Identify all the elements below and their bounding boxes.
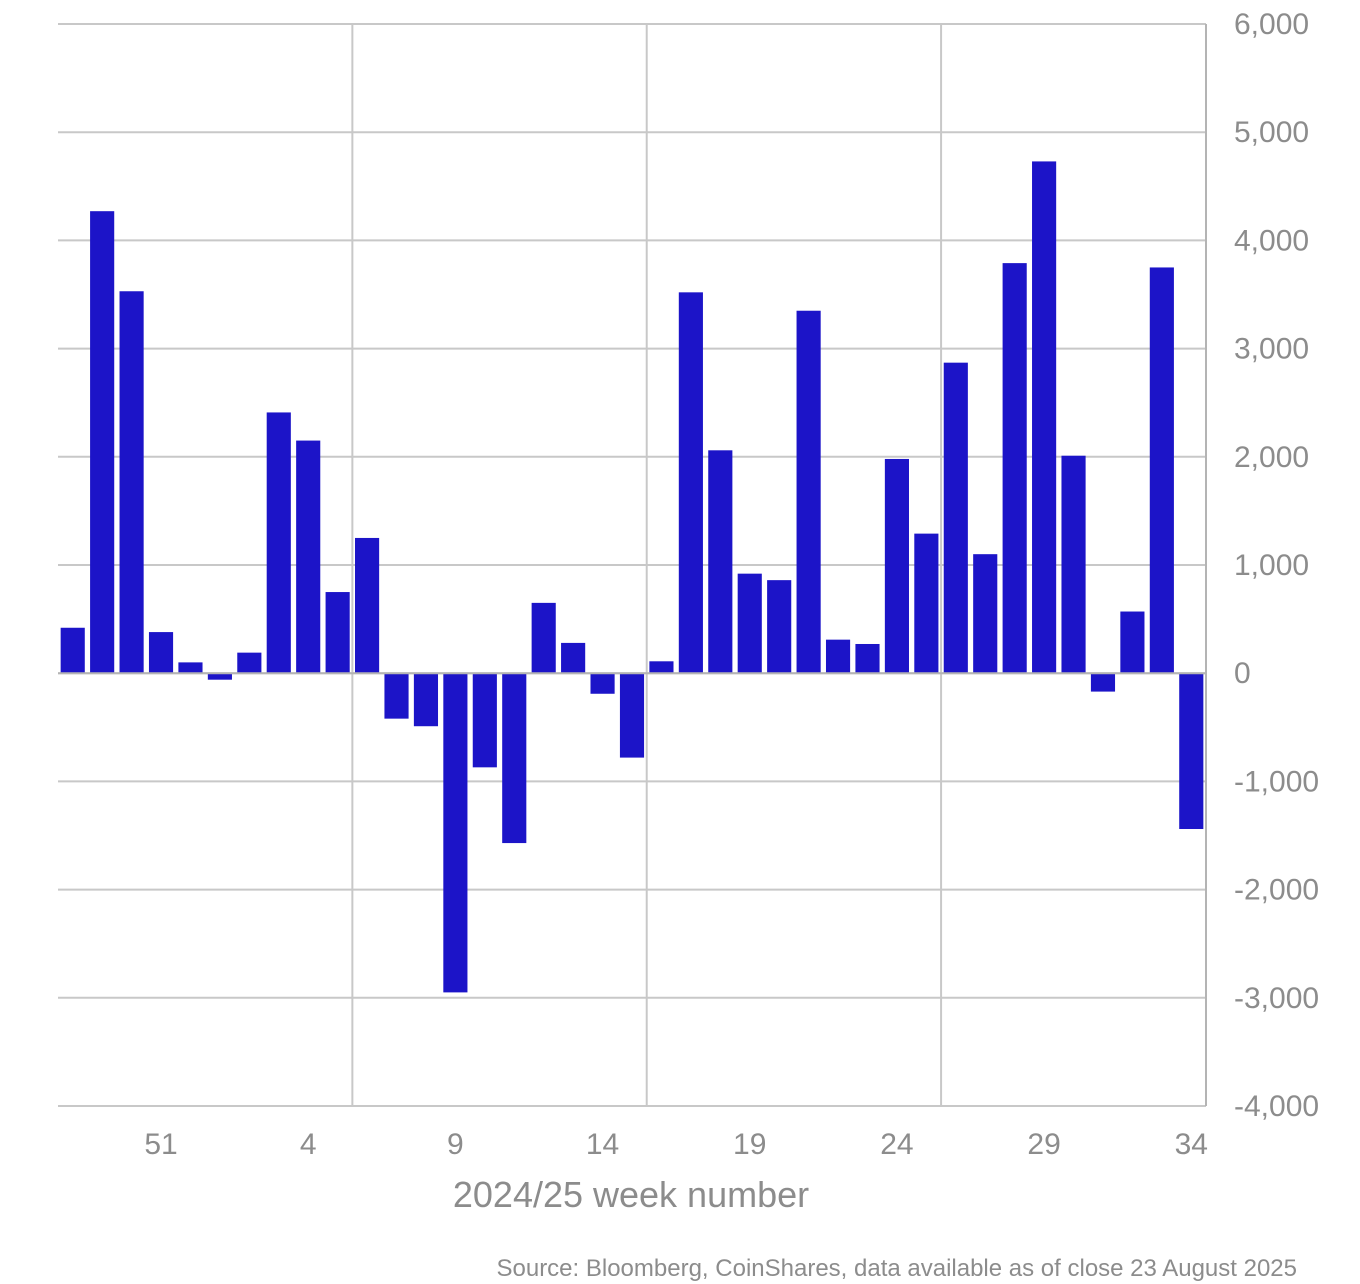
bar	[914, 533, 939, 674]
bar	[767, 580, 792, 674]
bar	[973, 554, 998, 674]
y-tick-label: -1,000	[1234, 765, 1319, 798]
bar	[708, 450, 733, 674]
x-tick-label: 19	[733, 1128, 766, 1161]
bar	[649, 661, 674, 674]
bar	[119, 291, 144, 674]
x-tick-label: 14	[586, 1128, 619, 1161]
bar	[296, 440, 321, 674]
y-tick-label: 3,000	[1234, 333, 1309, 366]
bar	[266, 412, 291, 674]
bar	[472, 673, 497, 768]
bar	[1179, 673, 1204, 830]
bar	[943, 362, 968, 674]
x-tick-label: 4	[300, 1128, 317, 1161]
x-axis-tick-labels: 51 4 9 14 19 24 29 34	[144, 1128, 1208, 1161]
bar	[148, 632, 174, 674]
bar	[531, 602, 556, 674]
x-tick-label: 51	[144, 1128, 177, 1161]
bar	[502, 673, 527, 844]
y-tick-label: 2,000	[1234, 441, 1309, 474]
bar	[178, 662, 203, 674]
bar	[413, 673, 439, 727]
y-tick-label: 0	[1234, 657, 1251, 690]
bar	[443, 673, 468, 993]
bar	[619, 673, 645, 758]
bar	[737, 573, 762, 674]
bar	[1061, 455, 1086, 674]
x-tick-label: 9	[447, 1128, 464, 1161]
bar	[325, 592, 350, 674]
bar	[1120, 611, 1145, 674]
bar	[60, 627, 85, 674]
bar	[1002, 263, 1027, 674]
y-tick-label: 6,000	[1234, 8, 1309, 41]
bar	[590, 673, 615, 694]
bar	[561, 642, 586, 674]
bar	[207, 673, 232, 680]
source-note: Source: Bloomberg, CoinShares, data avai…	[496, 1255, 1297, 1282]
y-tick-label: 4,000	[1234, 224, 1309, 257]
y-tick-label: -3,000	[1234, 982, 1319, 1015]
x-tick-label: 29	[1027, 1128, 1060, 1161]
x-tick-label: 24	[880, 1128, 913, 1161]
y-axis-tick-labels: 6,000 5,000 4,000 3,000 2,000 1,000 0 -1,000 -2,…	[1234, 8, 1319, 1123]
bar	[796, 310, 821, 674]
bar	[884, 458, 909, 674]
vertical-gridlines	[351, 24, 943, 1106]
bar	[355, 537, 380, 674]
y-tick-label: -2,000	[1234, 874, 1319, 907]
bar	[384, 673, 409, 719]
bar	[855, 643, 880, 674]
bar	[1149, 267, 1174, 674]
bar	[678, 292, 703, 674]
y-tick-label: -4,000	[1234, 1090, 1319, 1123]
x-tick-label: 34	[1175, 1128, 1208, 1161]
x-axis-title: 2024/25 week number	[453, 1174, 809, 1215]
bar	[90, 211, 115, 674]
bar	[1090, 673, 1116, 692]
bar-series	[60, 161, 1204, 993]
y-tick-label: 5,000	[1234, 116, 1309, 149]
bar	[825, 639, 851, 674]
bar	[237, 652, 262, 674]
bar	[1032, 161, 1057, 674]
y-tick-label: 1,000	[1234, 549, 1309, 582]
